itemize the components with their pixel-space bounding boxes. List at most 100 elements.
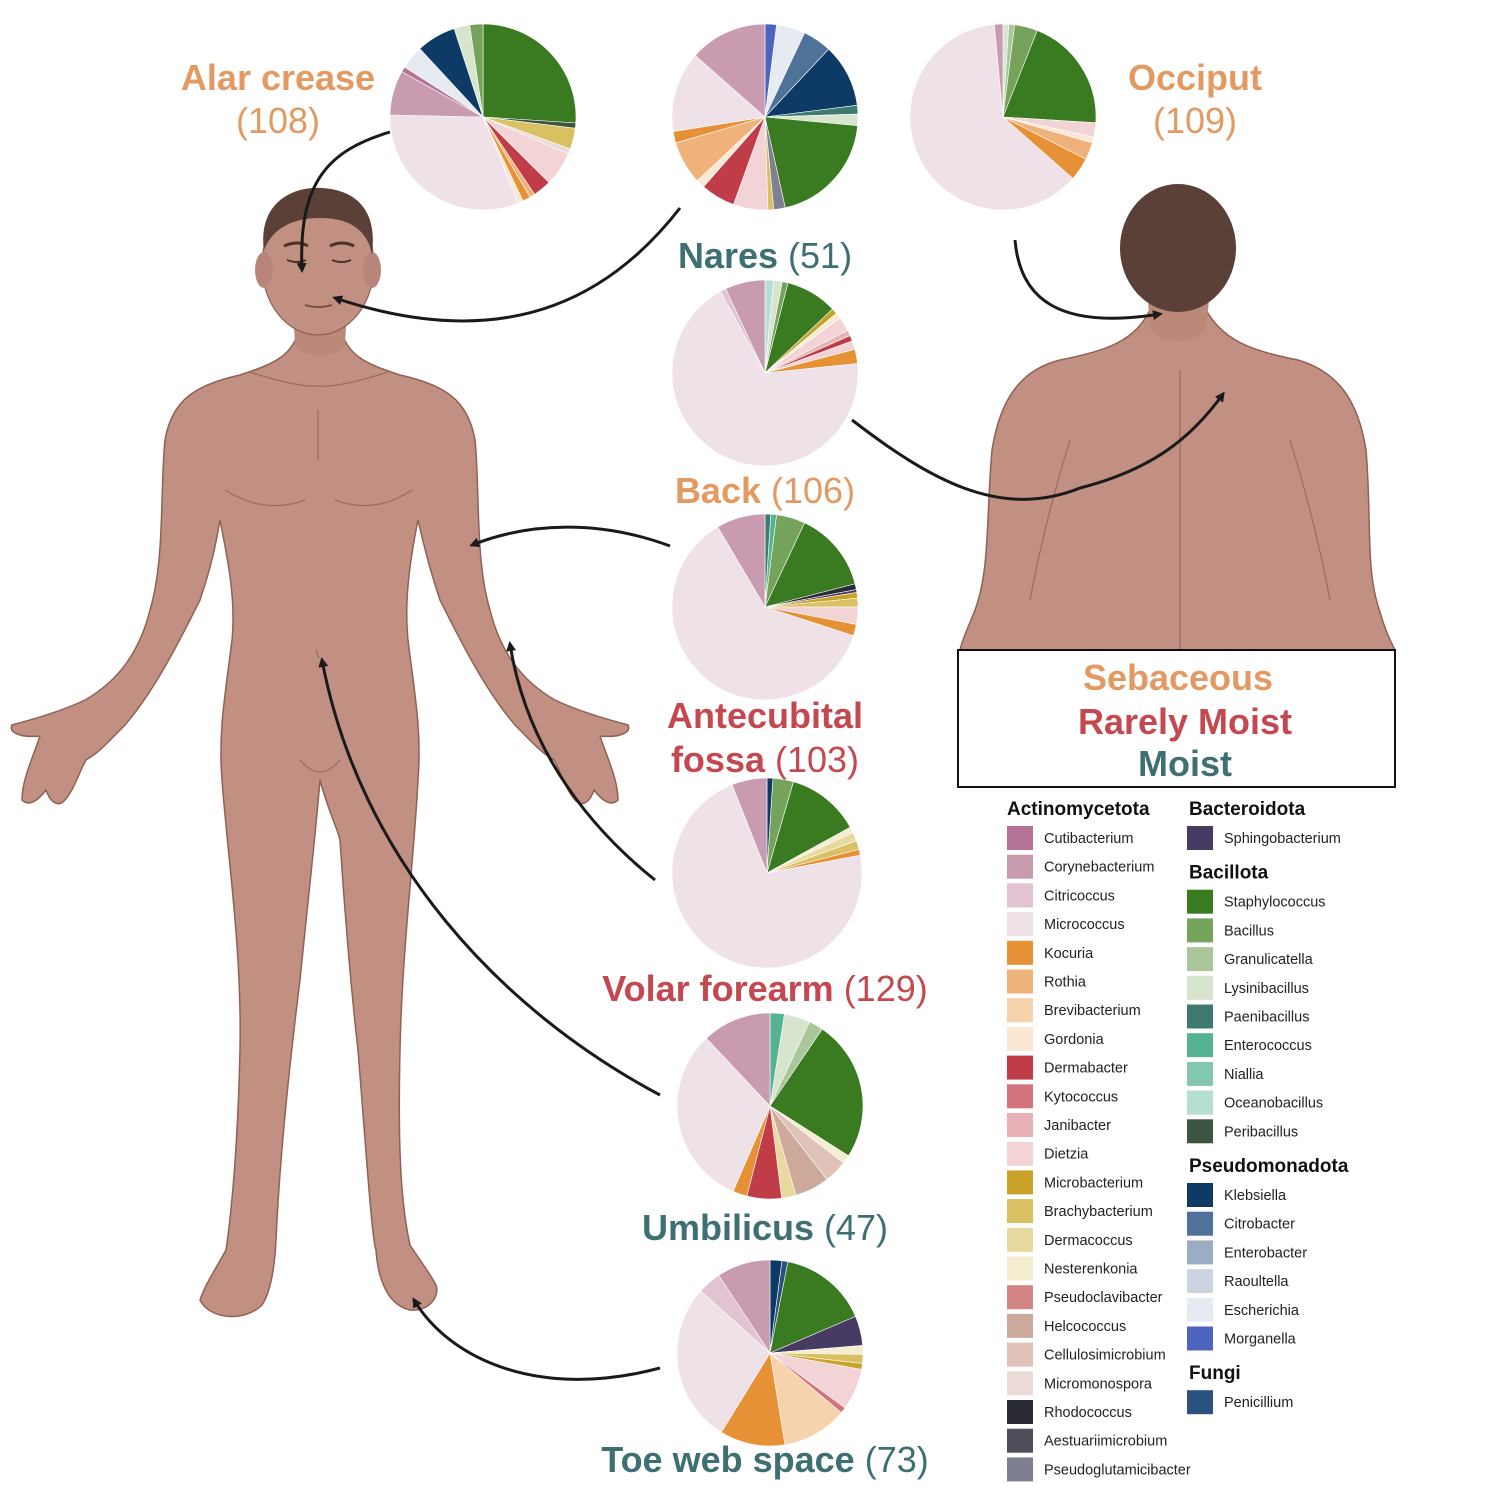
legend-label-morganella: Morganella bbox=[1224, 1332, 1297, 1348]
legend-label-klebsiella: Klebsiella bbox=[1224, 1188, 1287, 1204]
legend-swatch-brachybacterium bbox=[1007, 1199, 1033, 1224]
genus-legend: Actinomycetota Cutibacterium Corynebacteri… bbox=[1007, 799, 1349, 1482]
label-occiput-count: (109) bbox=[1153, 100, 1237, 141]
legend-swatch-micromonospora bbox=[1007, 1371, 1033, 1396]
arrow-antecubital-to-elbow bbox=[469, 525, 671, 548]
pie-slice-antecubital-corynebacterium bbox=[717, 513, 766, 609]
legend-swatch-microbacterium bbox=[1007, 1170, 1033, 1195]
legend-swatch-staphylococcus bbox=[1187, 889, 1213, 914]
legend-swatch-gordonia bbox=[1007, 1026, 1033, 1051]
arrows bbox=[296, 130, 1225, 1381]
pie-slice-volar-corynebacterium bbox=[731, 777, 768, 874]
legend-label-rothia: Rothia bbox=[1044, 975, 1087, 991]
pie-slice-occiput-micrococcus bbox=[909, 24, 1074, 211]
arrow-occiput-to-neck bbox=[1013, 239, 1163, 321]
label-alar-name: Alar crease bbox=[181, 57, 375, 98]
legend-swatch-helcococcus bbox=[1007, 1313, 1033, 1338]
legend-label-brevibacterium: Brevibacterium bbox=[1044, 1003, 1141, 1019]
legend-swatch-kocuria bbox=[1007, 940, 1033, 965]
pie-slice-alar-staphylococcus bbox=[482, 23, 577, 124]
front-body-figure bbox=[10, 187, 630, 1318]
pie-slice-volar-staphylococcus bbox=[766, 781, 851, 874]
category-moist: Moist bbox=[1138, 743, 1232, 784]
label-antecubital-line2: fossa (103) bbox=[671, 739, 859, 780]
label-volar: Volar forearm (129) bbox=[602, 968, 927, 1009]
front-hair bbox=[263, 187, 373, 255]
label-antecubital-line1: Antecubital bbox=[667, 695, 863, 736]
legend-label-corynebacterium: Corynebacterium bbox=[1044, 860, 1154, 876]
legend-swatch-paenibacillus bbox=[1187, 1004, 1213, 1029]
legend-label-pseudoglutamicibacter: Pseudoglutamicibacter bbox=[1044, 1462, 1191, 1478]
legend-group-pseudomonadota: Pseudomonadota bbox=[1189, 1156, 1349, 1177]
legend-label-dietzia: Dietzia bbox=[1044, 1147, 1089, 1163]
front-ear-right bbox=[363, 252, 381, 288]
legend-swatch-sphingobacterium bbox=[1187, 826, 1213, 850]
legend-label-micromonospora: Micromonospora bbox=[1044, 1376, 1153, 1392]
front-body-silhouette bbox=[10, 329, 630, 1318]
front-eyebrows bbox=[283, 241, 355, 248]
pie-slice-back-micrococcus bbox=[671, 290, 859, 467]
legend-label-paenibacillus: Paenibacillus bbox=[1224, 1010, 1309, 1026]
legend-swatch-raoultella bbox=[1187, 1269, 1213, 1294]
legend-swatch-aestuariimicrobium bbox=[1007, 1428, 1033, 1453]
legend-swatch-nesterenkonia bbox=[1007, 1256, 1033, 1281]
pie-slice-toe-micrococcus bbox=[676, 1290, 771, 1433]
legend-swatch-granulicatella bbox=[1187, 947, 1213, 972]
legend-swatch-penicillium bbox=[1187, 1390, 1213, 1415]
legend-swatch-enterococcus bbox=[1187, 1033, 1213, 1058]
legend-label-aestuariimicrobium: Aestuariimicrobium bbox=[1044, 1434, 1167, 1450]
front-mouth bbox=[304, 304, 333, 308]
pie-slice-occiput-staphylococcus bbox=[1002, 30, 1097, 124]
arrow-alar-to-nose bbox=[296, 130, 391, 273]
legend-label-nesterenkonia: Nesterenkonia bbox=[1044, 1262, 1138, 1278]
pie-slice-umbilicus-micrococcus bbox=[676, 1037, 771, 1192]
legend-swatch-enterobacter bbox=[1187, 1240, 1213, 1265]
legend-swatch-morganella bbox=[1187, 1326, 1213, 1351]
legend-label-brachybacterium: Brachybacterium bbox=[1044, 1204, 1153, 1220]
category-key-box: Sebaceous Rarely Moist Moist bbox=[957, 649, 1396, 788]
pie-slice-nares-micrococcus bbox=[671, 55, 766, 132]
legend-label-granulicatella: Granulicatella bbox=[1224, 952, 1314, 968]
legend-label-sphingobacterium: Sphingobacterium bbox=[1224, 831, 1341, 847]
pie-slice-umbilicus-staphylococcus bbox=[769, 1028, 864, 1157]
category-rarely-moist: Rarely Moist bbox=[1078, 701, 1292, 742]
pie-chart-antecubital-fossa bbox=[671, 513, 859, 701]
legend-swatch-oceanobacillus bbox=[1187, 1090, 1213, 1115]
legend-label-dermacoccus: Dermacoccus bbox=[1044, 1233, 1133, 1249]
legend-group-actinomycetota: Actinomycetota bbox=[1007, 799, 1150, 820]
legend-swatch-pseudoclavibacter bbox=[1007, 1285, 1033, 1310]
legend-swatch-micrococcus bbox=[1007, 912, 1033, 937]
label-occiput-name: Occiput bbox=[1128, 57, 1262, 98]
legend-swatch-peribacillus bbox=[1187, 1119, 1213, 1144]
legend-label-microbacterium: Microbacterium bbox=[1044, 1175, 1143, 1191]
back-contours bbox=[1029, 439, 1331, 601]
pie-slice-antecubital-staphylococcus bbox=[764, 522, 856, 608]
legend-label-staphylococcus: Staphylococcus bbox=[1224, 895, 1326, 911]
arrow-back-to-back bbox=[851, 391, 1225, 501]
legend-label-enterococcus: Enterococcus bbox=[1224, 1038, 1312, 1054]
legend-label-citrobacter: Citrobacter bbox=[1224, 1217, 1295, 1233]
pie-slice-toe-kocuria bbox=[720, 1352, 786, 1447]
legend-label-raoultella: Raoultella bbox=[1224, 1274, 1289, 1290]
legend-label-helcococcus: Helcococcus bbox=[1044, 1319, 1126, 1335]
legend-swatch-rothia bbox=[1007, 969, 1033, 994]
pie-slice-toe-staphylococcus bbox=[769, 1261, 856, 1354]
pie-slice-alar-bacillus bbox=[469, 23, 484, 118]
arrow-toe-to-foot bbox=[412, 1297, 661, 1381]
legend-swatch-janibacter bbox=[1007, 1113, 1033, 1137]
pie-slice-back-corynebacterium bbox=[725, 279, 766, 374]
legend-swatch-kytococcus bbox=[1007, 1084, 1033, 1109]
legend-swatch-cutibacterium bbox=[1007, 826, 1033, 850]
legend-swatch-brevibacterium bbox=[1007, 998, 1033, 1023]
pie-chart-toe-web-space bbox=[676, 1259, 864, 1447]
label-alar-count: (108) bbox=[236, 100, 320, 141]
arrow-umbilicus-to-navel bbox=[318, 657, 661, 1097]
pie-chart-alar-crease bbox=[389, 23, 577, 211]
pie-slice-nares-staphylococcus bbox=[764, 116, 858, 209]
legend-swatch-pseudoglutamicibacter bbox=[1007, 1457, 1033, 1482]
legend-label-bacillus: Bacillus bbox=[1224, 923, 1274, 939]
back-body-figure bbox=[959, 184, 1397, 651]
legend-label-peribacillus: Peribacillus bbox=[1224, 1124, 1298, 1140]
label-back: Back (106) bbox=[675, 470, 855, 511]
